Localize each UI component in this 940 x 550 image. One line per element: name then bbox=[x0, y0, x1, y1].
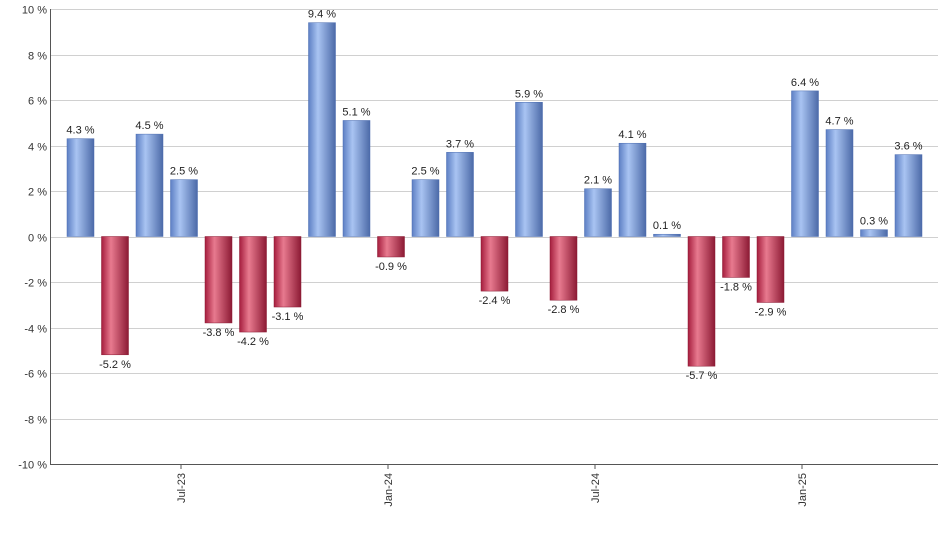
bar bbox=[273, 236, 302, 308]
bar bbox=[446, 152, 474, 237]
y-tick-label: -10 % bbox=[18, 460, 47, 472]
data-label: 3.6 % bbox=[894, 141, 922, 153]
y-tick-label: 8 % bbox=[28, 51, 47, 63]
y-tick-label: 6 % bbox=[28, 96, 47, 108]
data-label: 3.7 % bbox=[446, 138, 474, 150]
data-labels-layer: 4.3 % -5.2 % 4.5 % 2.5 % -3.8 %-4.2 % -3.1 % 9… bbox=[66, 9, 922, 383]
bar bbox=[860, 229, 888, 237]
data-label: 4.5 % bbox=[135, 120, 163, 132]
bar bbox=[308, 22, 336, 237]
x-tick-label: Jan-24 bbox=[383, 473, 395, 507]
bar bbox=[411, 179, 440, 237]
data-label: -3.8 % bbox=[203, 327, 235, 339]
axes-layer: 10 % 8 % 6 % 4 % 2 % 0 % -2 % -4 % -6 % -8 % -10 %… bbox=[18, 5, 938, 507]
data-label: -5.2 % bbox=[99, 359, 131, 371]
data-label: 5.9 % bbox=[515, 88, 543, 100]
y-tick-label: -4 % bbox=[24, 324, 47, 336]
data-label: -0.9 % bbox=[375, 261, 407, 273]
data-label: 4.7 % bbox=[825, 116, 853, 128]
bar bbox=[687, 236, 716, 367]
bar bbox=[377, 236, 405, 258]
bar bbox=[584, 188, 612, 237]
y-tick-label: 4 % bbox=[28, 142, 47, 154]
data-label: -5.7 % bbox=[686, 370, 718, 382]
data-label: 9.4 % bbox=[308, 9, 336, 21]
data-label: -2.8 % bbox=[548, 304, 580, 316]
data-label: -4.2 % bbox=[237, 336, 269, 348]
bar bbox=[722, 236, 750, 278]
bar bbox=[239, 236, 267, 333]
bar bbox=[894, 154, 923, 237]
data-label: -2.9 % bbox=[755, 306, 787, 318]
bar bbox=[480, 236, 509, 292]
bar bbox=[101, 236, 129, 356]
y-tick-label: -8 % bbox=[24, 415, 47, 427]
y-tick-label: 2 % bbox=[28, 187, 47, 199]
x-tick-label: Jul-23 bbox=[176, 473, 188, 503]
y-tick-label: -6 % bbox=[24, 369, 47, 381]
bar bbox=[549, 236, 578, 301]
bar bbox=[756, 236, 785, 303]
bar bbox=[618, 142, 647, 237]
y-tick-label: 0 % bbox=[28, 233, 47, 245]
bar bbox=[204, 236, 233, 324]
y-tick-label: -2 % bbox=[24, 278, 47, 290]
bar bbox=[135, 133, 164, 237]
x-tick-label: Jan-25 bbox=[797, 473, 809, 507]
data-label: 6.4 % bbox=[791, 77, 819, 89]
data-label: 0.3 % bbox=[860, 216, 888, 228]
data-label: 5.1 % bbox=[342, 106, 370, 118]
bar bbox=[170, 179, 198, 237]
data-label: -2.4 % bbox=[479, 295, 511, 307]
data-label: 2.5 % bbox=[170, 166, 198, 178]
data-label: -3.1 % bbox=[272, 311, 304, 323]
bar bbox=[342, 120, 371, 237]
data-label: 4.1 % bbox=[618, 129, 646, 141]
data-label: 0.1 % bbox=[653, 220, 681, 232]
data-label: 2.5 % bbox=[411, 166, 439, 178]
data-label: -1.8 % bbox=[720, 281, 752, 293]
bar bbox=[653, 233, 681, 237]
data-label: 4.3 % bbox=[66, 125, 94, 137]
data-label: 2.1 % bbox=[584, 175, 612, 187]
x-tick-label: Jul-24 bbox=[590, 473, 602, 503]
bar bbox=[825, 129, 854, 237]
bars-layer bbox=[66, 22, 923, 367]
bar bbox=[791, 90, 819, 237]
bar bbox=[515, 102, 543, 237]
y-tick-label: 10 % bbox=[22, 5, 47, 17]
bar bbox=[66, 138, 95, 237]
